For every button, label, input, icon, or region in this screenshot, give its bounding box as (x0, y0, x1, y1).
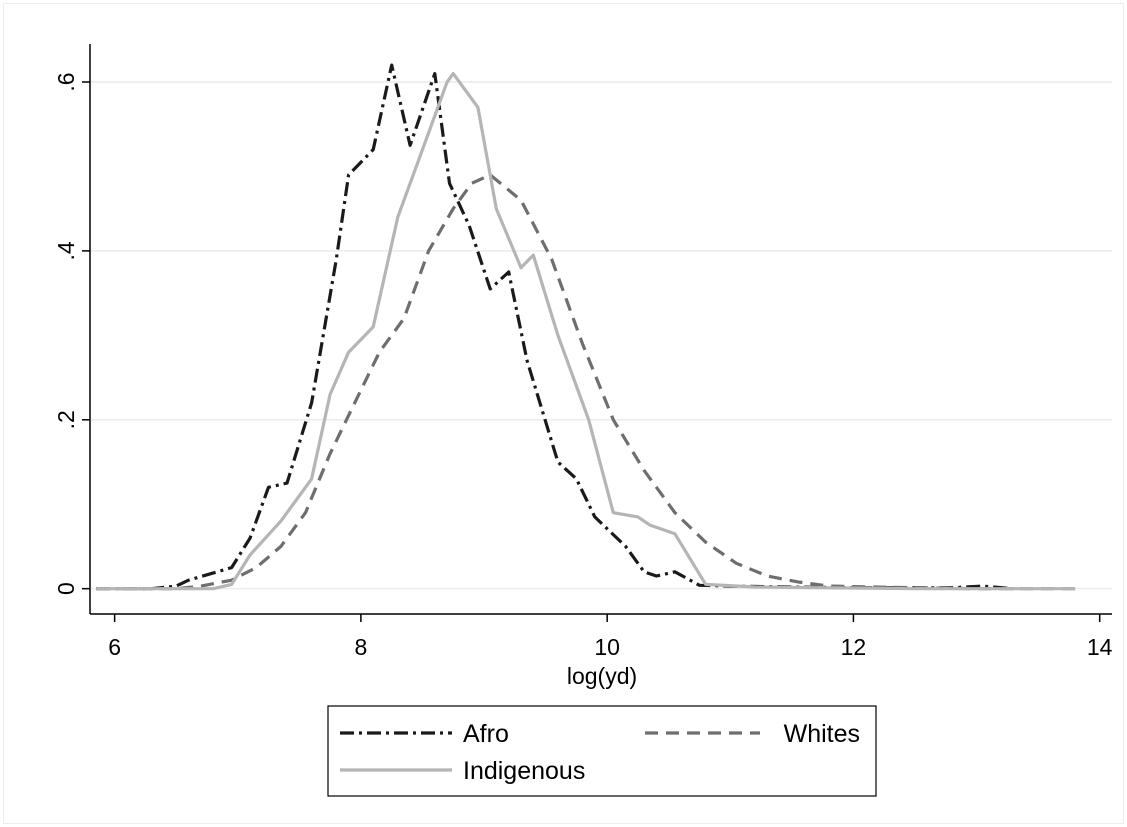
chart-frame (3, 3, 1124, 824)
series-line-indigenous (96, 72, 1076, 591)
y-tick-label-2: .4 (53, 241, 79, 260)
x-tick-label-0: 6 (108, 634, 121, 660)
series-layer (96, 63, 1076, 591)
gridlines (90, 81, 1112, 590)
series-line-whites (96, 173, 1076, 591)
x-tick-label-4: 14 (1087, 634, 1113, 660)
y-ticks: 0 .2 .4 .6 (53, 72, 90, 595)
legend: Afro Whites Indigenous (327, 705, 877, 797)
x-axis-title: log(yd) (567, 663, 637, 689)
y-tick-label-0: 0 (53, 582, 79, 595)
legend-label-indigenous: Indigenous (463, 757, 585, 785)
x-tick-label-3: 12 (841, 634, 867, 660)
y-tick-label-3: .6 (53, 72, 79, 91)
legend-label-afro: Afro (463, 720, 509, 748)
legend-label-whites: Whites (784, 720, 860, 748)
x-tick-label-1: 8 (354, 634, 367, 660)
x-ticks: 6 8 10 12 14 (108, 614, 1113, 660)
y-tick-label-1: .2 (53, 410, 79, 429)
x-tick-label-2: 10 (594, 634, 620, 660)
legend-box (327, 705, 877, 797)
series-line-afro (96, 63, 1014, 591)
